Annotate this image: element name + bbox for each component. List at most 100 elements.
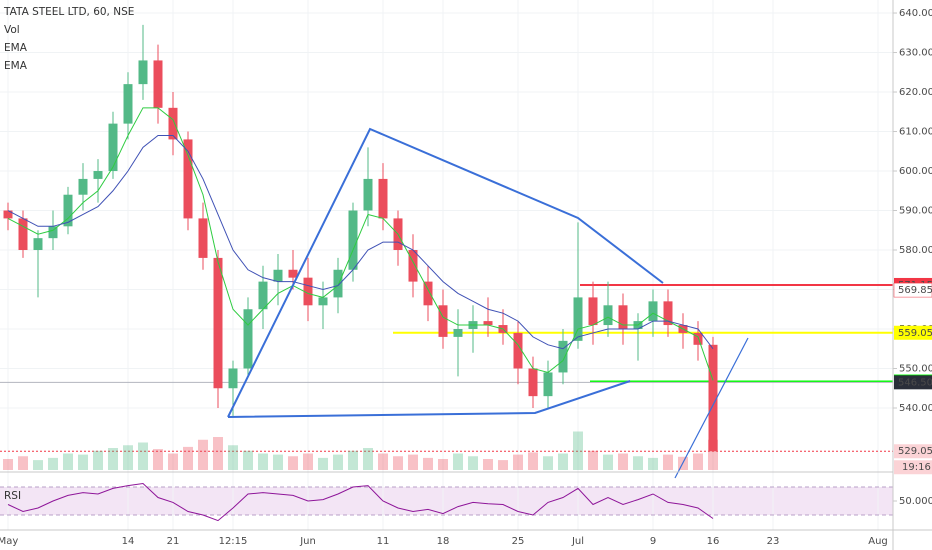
candle-body <box>63 194 73 227</box>
trend-drawing <box>674 337 749 479</box>
price-label: 529.05 <box>898 446 932 457</box>
candle-body <box>78 178 88 195</box>
candle-body <box>438 305 448 337</box>
rsi-line <box>7 482 714 522</box>
volume-bar <box>138 442 148 470</box>
candle-body <box>618 305 628 329</box>
candle-body <box>18 218 28 251</box>
candle-body <box>243 309 253 369</box>
grid <box>0 0 893 530</box>
candle-body <box>198 218 208 258</box>
volume-bar <box>453 453 463 470</box>
candle-body <box>303 277 313 306</box>
candle-body <box>123 84 133 124</box>
candle-body <box>93 171 103 179</box>
chart-title: TATA STEEL LTD, 60, NSE <box>3 6 134 18</box>
volume-bar <box>708 439 718 470</box>
candle-body <box>708 344 718 452</box>
volume-bar <box>123 445 133 470</box>
y-tick-label: 630.00 <box>899 48 932 59</box>
countdown: 19:16 <box>902 462 931 473</box>
trend-drawing <box>227 127 664 418</box>
volume-bar <box>183 446 193 470</box>
volume-bar <box>33 460 43 470</box>
volume-bar <box>153 449 163 470</box>
trend-drawing <box>227 380 631 418</box>
volume-bar <box>468 456 478 470</box>
candle-body <box>258 281 268 310</box>
legend-entry: EMA <box>4 42 28 54</box>
candle-body <box>228 368 238 389</box>
price-label: 569.85 <box>898 285 932 296</box>
volume-bar <box>618 453 628 470</box>
volume-bar <box>663 454 673 470</box>
volume-bar <box>438 459 448 470</box>
volume-bar <box>603 454 613 470</box>
x-tick-label: Jul <box>571 536 584 547</box>
legend: TATA STEEL LTD, 60, NSE Vol EMA EMA RSI <box>3 6 134 502</box>
countdown-box <box>894 460 932 475</box>
drawings <box>227 127 749 479</box>
volume-bar <box>648 457 658 470</box>
price-label-box <box>893 282 932 298</box>
volume-bar <box>3 459 13 470</box>
ema-line <box>7 134 714 350</box>
y-tick-label: 640.00 <box>899 8 932 19</box>
price-axis: 540.00550.00560.00570.00580.00590.00600.… <box>0 8 932 547</box>
price-label: 546.50 <box>898 377 932 388</box>
price-label-box <box>894 325 932 340</box>
candle-body <box>513 332 523 369</box>
candle-body <box>408 250 418 282</box>
x-tick-label: 23 <box>767 536 780 547</box>
volume-bar <box>333 454 343 470</box>
candle-body <box>363 178 373 211</box>
candle-body <box>558 340 568 373</box>
y-tick-label: 540.00 <box>899 403 932 414</box>
candle-body <box>588 297 598 326</box>
volume-bar <box>243 450 253 470</box>
x-tick-label: Jun <box>299 536 316 547</box>
volume-bar <box>18 456 28 470</box>
volume-bar <box>228 445 238 470</box>
volume-bar <box>198 439 208 470</box>
y-tick-label: 580.00 <box>899 245 932 256</box>
candle-body <box>213 257 223 389</box>
volume-bar <box>78 454 88 470</box>
candle-body <box>138 60 148 85</box>
candle-body <box>183 139 193 219</box>
candle-body <box>33 238 43 251</box>
candle-body <box>333 269 343 298</box>
candle-body <box>693 332 703 345</box>
candle-body <box>528 368 538 397</box>
volume-bar <box>558 453 568 470</box>
volume-bar <box>633 456 643 470</box>
x-tick-label: 18 <box>437 536 450 547</box>
volume-bar <box>63 453 73 470</box>
candle-body <box>648 301 658 322</box>
volume-bar <box>303 453 313 470</box>
x-tick-label: 12:15 <box>219 536 248 547</box>
candle-body <box>168 107 178 140</box>
volume-bar <box>513 454 523 470</box>
volume-bar <box>483 459 493 470</box>
candle-body <box>48 226 58 239</box>
candle-body <box>423 281 433 306</box>
volume-bar <box>48 457 58 470</box>
candle-body <box>483 321 493 326</box>
candle-body <box>153 60 163 108</box>
x-tick-label: May <box>0 536 18 547</box>
x-tick-label: Aug <box>868 536 888 547</box>
ema-line <box>7 107 714 381</box>
x-tick-label: 16 <box>707 536 720 547</box>
y-tick-label: 550.00 <box>899 363 932 374</box>
volume-bar <box>378 453 388 470</box>
volume-bar <box>573 431 583 470</box>
volume-bar <box>168 453 178 470</box>
candle-body <box>378 178 388 219</box>
volume-bar <box>213 437 223 470</box>
candle-body <box>108 123 118 172</box>
candle-body <box>288 269 298 278</box>
y-tick-label: 600.00 <box>899 166 932 177</box>
x-tick-label: 21 <box>167 536 180 547</box>
